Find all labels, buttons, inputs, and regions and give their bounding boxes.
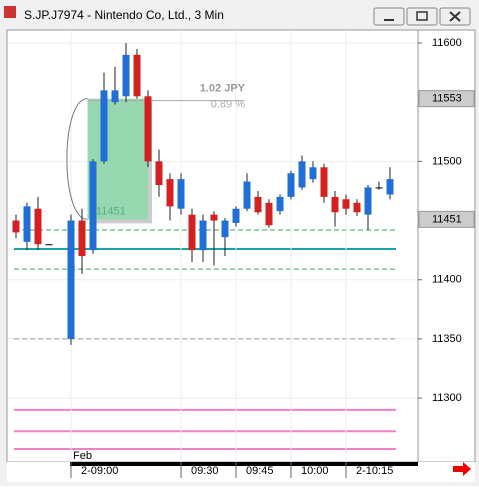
candle-body — [276, 196, 284, 212]
measure-box — [87, 98, 148, 220]
candle-body — [34, 208, 42, 245]
candle-body — [265, 202, 273, 226]
candle-body — [78, 220, 86, 257]
candle-body — [100, 90, 108, 162]
candle-body — [67, 220, 75, 339]
candle-body — [133, 54, 141, 97]
candle-body — [89, 161, 97, 251]
candle-body — [221, 220, 229, 238]
app-icon — [4, 6, 16, 18]
x-tick-label: 09:30 — [191, 465, 219, 477]
measure-curve — [66, 98, 88, 220]
measure-start: 11451 — [96, 205, 126, 217]
candle-body — [12, 220, 20, 233]
x-tick-label: 2-10:15 — [356, 465, 393, 477]
measure-percent: 0.89 % — [211, 99, 245, 111]
candle-body — [342, 199, 350, 209]
candle-body — [23, 206, 31, 242]
price-marker-box — [418, 210, 475, 228]
x-tick-label: 2-09:00 — [81, 465, 118, 477]
candle-body — [210, 214, 218, 221]
x-group-label: Feb — [73, 450, 92, 462]
candle-body — [111, 90, 119, 103]
candle-body — [320, 167, 328, 197]
candle-body — [254, 196, 262, 213]
candle-body — [45, 244, 53, 246]
y-tick-label: 11600 — [432, 37, 462, 49]
candle-body — [144, 96, 152, 162]
candle-body — [155, 161, 163, 186]
candle-body — [166, 179, 174, 207]
candle-body — [177, 179, 185, 209]
x-tick-label: 09:45 — [246, 465, 274, 477]
y-tick-label: 11350 — [432, 333, 462, 345]
candle-body — [199, 220, 207, 251]
scroll-arrow[interactable] — [453, 462, 471, 476]
candle-body — [298, 161, 306, 188]
price-marker-label: 11553 — [432, 93, 462, 105]
x-tick-label: 10:00 — [301, 465, 329, 477]
candle-body — [364, 187, 372, 215]
candle-body — [375, 187, 383, 189]
window-title: S.JP.J7974 - Nintendo Co, Ltd., 3 Min — [24, 8, 224, 22]
y-tick-label: 11400 — [432, 274, 462, 286]
maximize-button[interactable] — [406, 7, 438, 26]
candle-body — [122, 54, 130, 97]
time-axis — [7, 462, 475, 482]
candle-body — [287, 173, 295, 197]
price-marker-box — [418, 90, 475, 108]
candle-body — [353, 202, 361, 213]
candle-body — [386, 179, 394, 195]
candle-body — [309, 167, 317, 180]
y-tick-label: 11500 — [432, 155, 462, 167]
price-marker-label: 11451 — [432, 213, 462, 225]
minimize-button[interactable] — [373, 7, 405, 26]
candle-body — [243, 181, 251, 209]
candle-body — [232, 208, 240, 223]
measure-label: 1.02 JPY — [200, 83, 246, 95]
y-tick-label: 11300 — [432, 392, 462, 404]
session-bar — [70, 462, 418, 466]
candle-body — [188, 214, 196, 251]
candle-body — [331, 196, 339, 213]
